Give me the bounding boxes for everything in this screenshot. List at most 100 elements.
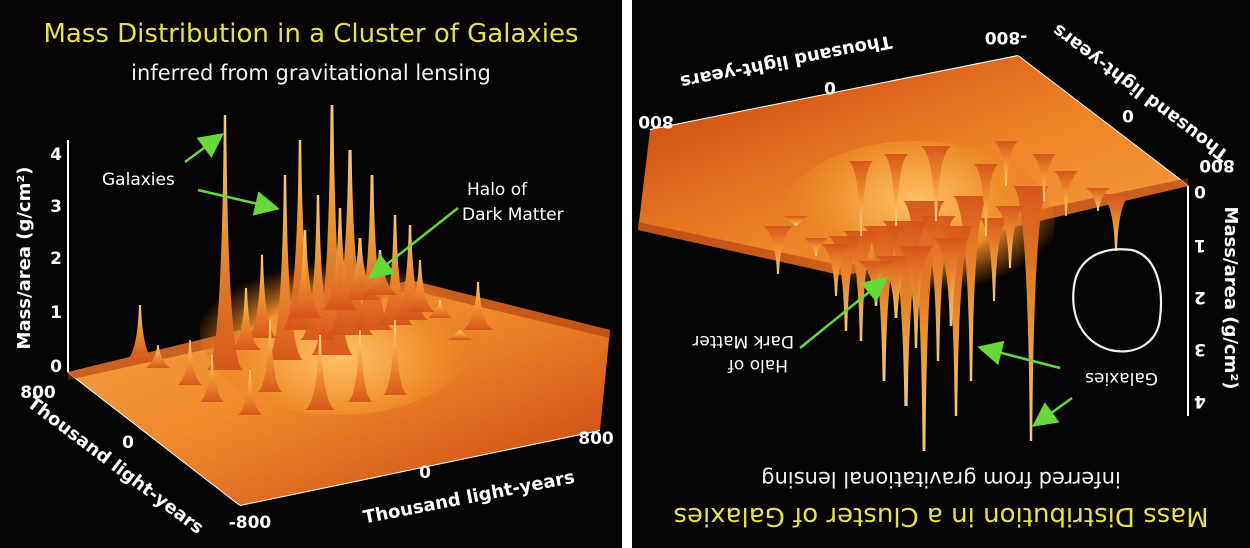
- z-tick-label: 2: [50, 249, 62, 269]
- mass-peak: [282, 140, 318, 330]
- mass-peak: [326, 150, 374, 335]
- mass-peak: [921, 146, 951, 221]
- z-axis-label: Mass/area (g/cm²): [1220, 207, 1241, 390]
- z-axis-label: Mass/area (g/cm²): [14, 167, 35, 350]
- mass-peak: [938, 226, 974, 416]
- mass-peak: [804, 238, 828, 256]
- mass-peak: [428, 300, 452, 318]
- halo-annotation-line2: Dark Matter: [462, 205, 564, 225]
- mass-peak: [300, 195, 336, 340]
- mass-peak: [828, 236, 864, 331]
- mass-peak: [247, 255, 277, 338]
- panel-left: Mass Distribution in a Cluster of Galaxi…: [0, 0, 622, 548]
- z-ticks: 4 3 2 1 0: [50, 145, 62, 377]
- halo-arrow: [799, 276, 888, 349]
- halo-annotation-line1: Halo of: [467, 180, 528, 200]
- mass-peak: [974, 164, 998, 236]
- z-tick-label: 4: [1194, 391, 1206, 411]
- galaxies-arrow: [1031, 396, 1073, 427]
- mass-peak: [311, 105, 353, 355]
- mass-peak: [995, 206, 1025, 268]
- mass-peak: [258, 320, 282, 392]
- mass-peak: [392, 225, 428, 320]
- z-ticks: 4 3 2 1 0: [1194, 181, 1206, 411]
- lensing-plot-right: Mass Distribution in a Cluster of Galaxi…: [638, 19, 1241, 531]
- mass-peak: [200, 355, 224, 402]
- mass-peak: [207, 115, 243, 370]
- mass-peak: [448, 330, 472, 340]
- z-tick-label: 2: [1194, 287, 1206, 307]
- mass-peak: [348, 330, 372, 402]
- y-tick-label: 0: [122, 433, 134, 453]
- x-tick-label: -800: [229, 513, 272, 533]
- mass-peak: [305, 335, 335, 410]
- z-tick-label: 3: [50, 197, 62, 217]
- mass-peak: [463, 282, 493, 330]
- panel-right-rotated: Mass Distribution in a Cluster of Galaxi…: [632, 0, 1250, 548]
- mass-peak: [383, 320, 407, 395]
- chart-subtitle: inferred from gravitational lensing: [761, 467, 1121, 491]
- galaxies-annotation: Galaxies: [1085, 368, 1158, 388]
- mass-peak: [784, 216, 808, 226]
- x-axis-label: Thousand light-years: [679, 31, 894, 93]
- mass-peak: [763, 226, 793, 274]
- mass-peak: [953, 196, 989, 381]
- y-tick-label: 800: [1199, 155, 1235, 175]
- mass-peak: [238, 370, 262, 415]
- mass-peak: [920, 216, 956, 361]
- z-tick-label: 4: [50, 145, 62, 165]
- lensing-plot-left: Mass Distribution in a Cluster of Galaxi…: [14, 19, 614, 539]
- x-tick-label: -800: [985, 27, 1028, 47]
- y-tick-label: 0: [1122, 105, 1134, 125]
- mass-peak: [1086, 188, 1110, 211]
- mass-peak: [898, 246, 934, 348]
- mass-peak: [1032, 154, 1056, 201]
- x-tick-label: 0: [824, 77, 836, 97]
- x-axis-label: Thousand light-years: [361, 467, 576, 529]
- mass-peak: [882, 221, 930, 406]
- halo-arrow: [368, 207, 459, 280]
- mass-peak: [994, 141, 1018, 186]
- rotated-copy: Mass Distribution in a Cluster of Galaxi…: [632, 0, 1250, 548]
- galaxies-arrow: [184, 133, 225, 164]
- mass-peak: [979, 218, 1009, 301]
- chart-title: Mass Distribution in a Cluster of Galaxi…: [43, 19, 578, 49]
- mass-peak: [1013, 186, 1049, 441]
- z-tick-label: 0: [1194, 181, 1206, 201]
- z-tick-label: 0: [50, 357, 62, 377]
- mass-peak: [849, 161, 873, 236]
- y-tick-label: 800: [20, 383, 56, 403]
- mass-peak: [178, 340, 202, 385]
- z-tick-label: 1: [1194, 235, 1206, 255]
- x-tick-label: 800: [638, 111, 674, 131]
- mass-peak: [287, 230, 323, 318]
- mass-peak: [903, 201, 945, 451]
- mass-peak: [267, 175, 303, 360]
- chart-title: Mass Distribution in a Cluster of Galaxi…: [673, 501, 1208, 531]
- z-tick-label: 3: [1194, 339, 1206, 359]
- galaxies-arrow: [197, 188, 280, 216]
- hand-drawn-circle-marker: [1072, 248, 1163, 353]
- chart-subtitle: inferred from gravitational lensing: [131, 61, 491, 85]
- halo-annotation-line1: Halo of: [727, 355, 788, 375]
- mass-peak: [884, 154, 908, 226]
- mass-peak: [351, 175, 393, 330]
- mass-peak: [322, 208, 358, 310]
- mass-peak: [863, 226, 905, 381]
- mass-peak: [339, 238, 381, 300]
- mass-peak: [405, 260, 435, 312]
- mass-peak: [933, 238, 969, 326]
- mass-peak: [875, 256, 917, 318]
- mass-peak: [125, 305, 155, 362]
- mass-peak: [821, 244, 851, 296]
- mass-peak: [1101, 194, 1131, 251]
- mass-peaks: [763, 141, 1131, 451]
- halo-annotation-line2: Dark Matter: [692, 331, 794, 351]
- galaxies-arrow: [977, 340, 1061, 370]
- mass-peak: [146, 345, 170, 368]
- x-tick-label: 800: [578, 429, 614, 449]
- mass-peak: [1054, 171, 1078, 216]
- galaxies-annotation: Galaxies: [102, 170, 175, 190]
- mass-peak: [231, 288, 261, 350]
